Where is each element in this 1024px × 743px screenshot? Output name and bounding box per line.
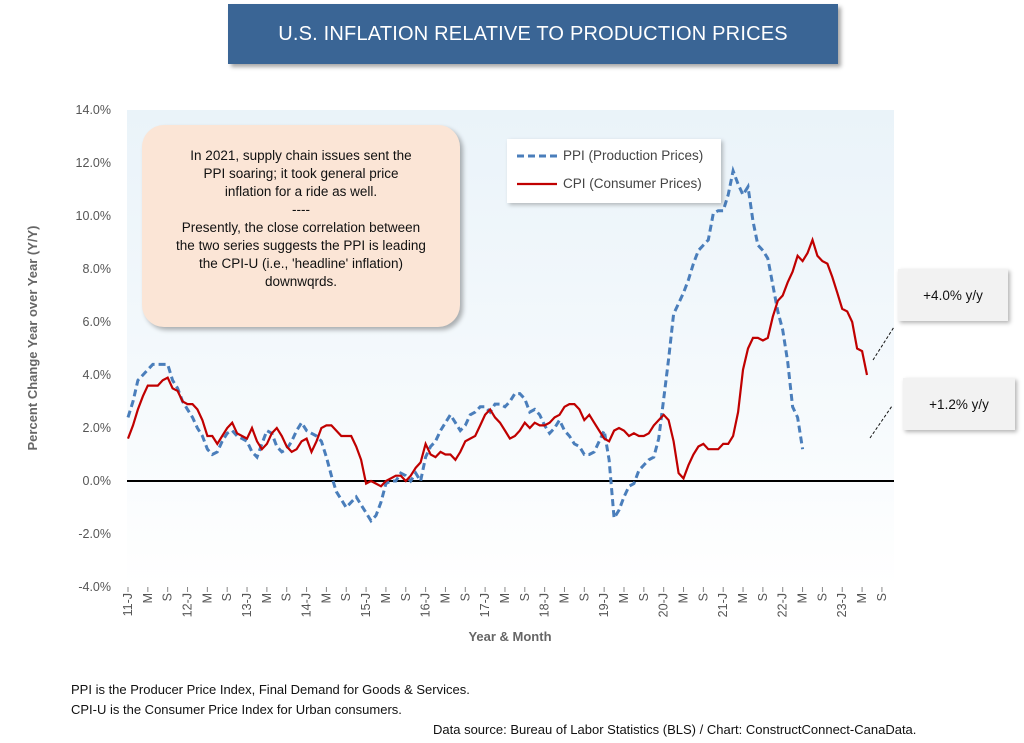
callout-line: inflation for a ride as well.	[224, 184, 378, 199]
x-tick-label: M	[260, 593, 274, 603]
x-tick-label: 20-J	[657, 593, 671, 617]
x-tick-label: S	[399, 593, 413, 601]
x-tick-label: S	[815, 593, 829, 601]
y-tick-label: 0.0%	[83, 474, 112, 488]
x-tick-label: 15-J	[359, 593, 373, 617]
cpi-series-line	[126, 236, 869, 488]
x-axis-ticks: 11-J M S 12-J M S 13-J M S 14-J M S 15-J M S 16-J M S 17-J…	[121, 587, 889, 617]
cpi-latest-tag: +4.0% y/y	[898, 269, 1008, 321]
x-tick-label: S	[339, 593, 353, 601]
ppi-series-line	[126, 165, 805, 524]
x-tick-label: 14-J	[300, 593, 314, 617]
x-tick-label: 12-J	[181, 593, 195, 617]
x-tick-label: 13-J	[240, 593, 254, 617]
footnote-cpi: CPI-U is the Consumer Price Index for Ur…	[71, 702, 402, 717]
x-tick-label: S	[875, 593, 889, 601]
data-source: Data source: Bureau of Labor Statistics …	[433, 722, 917, 737]
cpi-latest-value: +4.0% y/y	[923, 287, 983, 303]
x-tick-label: M	[319, 593, 333, 603]
legend-swatch-cpi	[517, 182, 557, 185]
x-tick-label: S	[280, 593, 294, 601]
x-tick-label: 11-J	[121, 593, 135, 616]
x-tick-label: M	[855, 593, 869, 603]
x-tick-label: M	[796, 593, 810, 603]
y-tick-label: 14.0%	[76, 103, 111, 117]
chart-legend: PPI (Production Prices) CPI (Consumer Pr…	[507, 139, 721, 203]
ppi-tag-connector	[869, 405, 893, 439]
callout-line: In 2021, supply chain issues sent the	[190, 148, 412, 163]
x-tick-label: M	[379, 593, 393, 603]
x-tick-label: S	[696, 593, 710, 601]
x-tick-label: M	[617, 593, 631, 603]
y-tick-label: 12.0%	[76, 156, 111, 170]
legend-label-cpi: CPI (Consumer Prices)	[563, 176, 702, 191]
chart-title-banner: U.S. INFLATION RELATIVE TO PRODUCTION PR…	[228, 4, 838, 64]
legend-item-ppi: PPI (Production Prices)	[517, 148, 703, 163]
x-tick-label: M	[557, 593, 571, 603]
x-tick-label: S	[458, 593, 472, 601]
x-tick-label: 19-J	[597, 593, 611, 617]
x-tick-label: M	[736, 593, 750, 603]
ppi-latest-value: +1.2% y/y	[929, 396, 989, 412]
callout-line: PPI soaring; it took general price	[203, 166, 399, 181]
y-tick-label: 6.0%	[83, 315, 112, 329]
x-tick-label: 18-J	[538, 593, 552, 617]
x-tick-label: 22-J	[776, 593, 790, 617]
footnote-ppi: PPI is the Producer Price Index, Final D…	[71, 682, 470, 697]
x-tick-label: M	[498, 593, 512, 603]
x-tick-label: S	[756, 593, 770, 601]
ppi-latest-tag: +1.2% y/y	[903, 378, 1015, 430]
x-tick-label: S	[518, 593, 532, 601]
callout-separator: ----	[292, 202, 310, 217]
x-tick-label: 16-J	[419, 593, 433, 617]
y-tick-label: 10.0%	[76, 209, 111, 223]
x-tick-label: S	[637, 593, 651, 601]
y-axis-ticks: -4.0% -2.0% 0.0% 2.0% 4.0% 6.0% 8.0% 10.0% 12.0%…	[76, 103, 111, 594]
x-tick-label: M	[200, 593, 214, 603]
annotation-callout: In 2021, supply chain issues sent the PP…	[142, 125, 460, 327]
x-tick-label: M	[438, 593, 452, 603]
x-tick-label: M	[141, 593, 155, 603]
x-tick-label: M	[677, 593, 691, 603]
y-tick-label: -4.0%	[78, 580, 111, 594]
callout-line: downwqrds.	[264, 274, 338, 289]
legend-label-ppi: PPI (Production Prices)	[563, 148, 704, 163]
x-tick-label: S	[577, 593, 591, 601]
chart-title: U.S. INFLATION RELATIVE TO PRODUCTION PR…	[278, 22, 788, 45]
x-tick-label: S	[220, 593, 234, 601]
callout-line: Presently, the close correlation between	[181, 220, 421, 235]
legend-swatch-ppi	[517, 154, 557, 157]
y-axis-title: Percent Change Year over Year (Y/Y)	[25, 226, 40, 451]
cpi-tag-connector	[872, 326, 895, 361]
y-tick-label: 8.0%	[83, 262, 112, 276]
x-tick-label: 17-J	[478, 593, 492, 617]
x-tick-label: S	[161, 593, 175, 601]
callout-line: the two series suggests the PPI is leadi…	[176, 238, 426, 253]
y-tick-label: -2.0%	[78, 527, 111, 541]
y-tick-label: 2.0%	[83, 421, 112, 435]
x-tick-label: 23-J	[835, 593, 849, 617]
callout-line: the CPI-U (i.e., 'headline' inflation)	[198, 256, 403, 271]
x-tick-label: 21-J	[716, 593, 730, 617]
y-tick-label: 4.0%	[83, 368, 112, 382]
x-axis-title: Year & Month	[468, 629, 551, 644]
legend-item-cpi: CPI (Consumer Prices)	[517, 176, 702, 191]
